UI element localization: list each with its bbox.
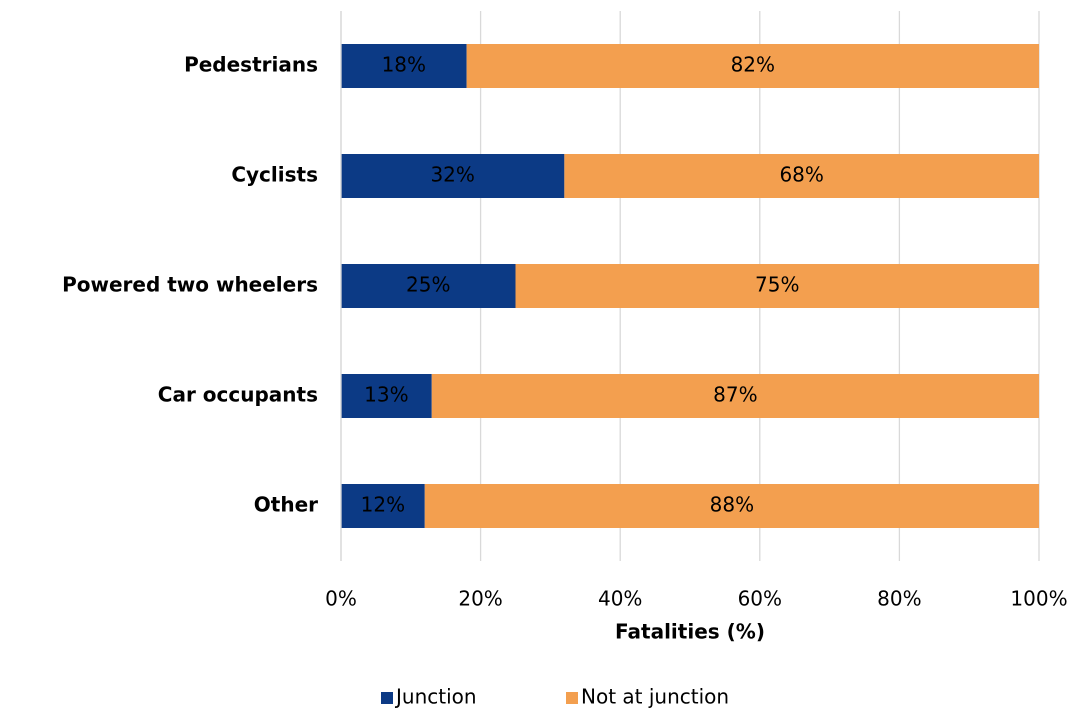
value-label: 75%: [755, 273, 799, 297]
legend-swatch: [381, 692, 393, 704]
value-label: 88%: [710, 493, 754, 517]
x-tick-label: 100%: [1010, 587, 1067, 611]
category-label: Other: [254, 493, 318, 517]
bar-segment: [515, 264, 1039, 308]
value-label: 87%: [713, 383, 757, 407]
category-label: Cyclists: [231, 163, 318, 187]
bar-segment: [466, 44, 1039, 88]
x-tick-label: 20%: [458, 587, 502, 611]
value-label: 32%: [430, 163, 474, 187]
legend-label: Not at junction: [581, 685, 729, 709]
value-label: 18%: [382, 53, 426, 77]
value-label: 12%: [361, 493, 405, 517]
legend-label: Junction: [394, 685, 477, 709]
category-label: Powered two wheelers: [62, 273, 318, 297]
value-label: 82%: [731, 53, 775, 77]
bar-segment: [341, 484, 425, 528]
x-tick-label: 0%: [325, 587, 357, 611]
x-tick-label: 40%: [598, 587, 642, 611]
value-label: 68%: [779, 163, 823, 187]
x-axis-title: Fatalities (%): [615, 620, 765, 644]
value-label: 25%: [406, 273, 450, 297]
bar-segment: [424, 484, 1039, 528]
x-tick-label: 60%: [738, 587, 782, 611]
bar-segment: [341, 154, 565, 198]
value-label: 13%: [364, 383, 408, 407]
bar-segment: [341, 44, 467, 88]
legend-swatch: [566, 692, 578, 704]
bar-segment: [341, 374, 432, 418]
bar-segment: [341, 264, 516, 308]
x-tick-label: 80%: [877, 587, 921, 611]
bar-segment: [564, 154, 1039, 198]
bar-segment: [431, 374, 1039, 418]
category-label: Pedestrians: [184, 53, 318, 77]
category-label: Car occupants: [158, 383, 318, 407]
